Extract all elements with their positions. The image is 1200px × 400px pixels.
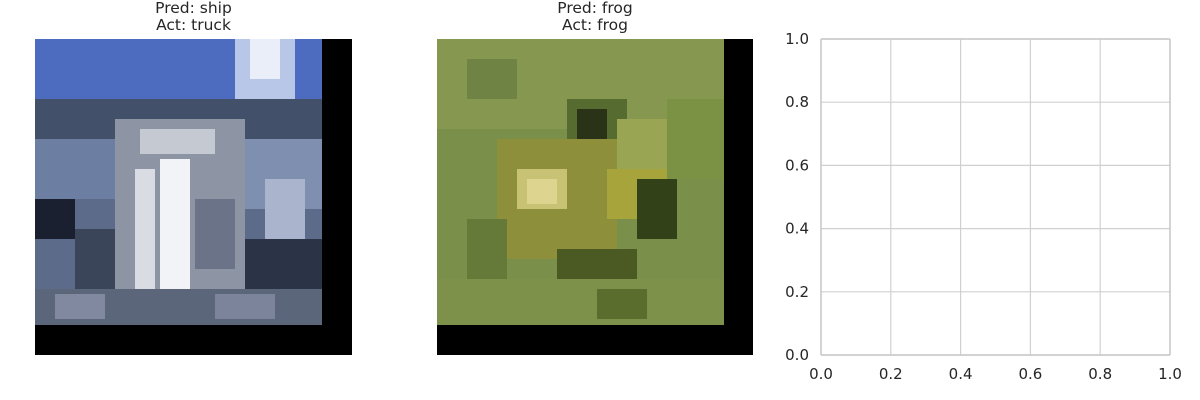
y-tick-label: 0.8: [785, 93, 809, 111]
x-tick-label: 0.6: [1018, 365, 1042, 383]
x-tick-label: 0.0: [809, 365, 833, 383]
frog-image: [437, 39, 753, 355]
truck-image: [35, 39, 352, 355]
panel-1-pred: Pred: ship: [155, 0, 232, 17]
y-tick-label: 0.2: [785, 283, 809, 301]
y-tick-label: 0.6: [785, 156, 809, 174]
y-tick-label: 0.0: [785, 346, 809, 364]
x-tick-label: 1.0: [1158, 365, 1182, 383]
panel-2-act: Act: frog: [562, 16, 628, 34]
x-tick-label: 0.8: [1088, 365, 1112, 383]
panel-1-act: Act: truck: [156, 16, 231, 34]
y-tick-label: 0.4: [785, 220, 809, 238]
y-tick-label: 1.0: [785, 30, 809, 48]
axes-spines: [820, 38, 1171, 356]
grid-layer: [820, 38, 1171, 356]
panel-2-title: Pred: frog Act: frog: [437, 0, 753, 34]
panel-1-title: Pred: ship Act: truck: [35, 0, 352, 34]
tick-labels: 0.0 0.2 0.4 0.6 0.8 1.0 0.0 0.2 0.4 0.6 0.8 1.0: [785, 30, 1182, 383]
x-tick-label: 0.2: [879, 365, 903, 383]
panel-2-pred: Pred: frog: [557, 0, 633, 17]
x-tick-label: 0.4: [949, 365, 973, 383]
